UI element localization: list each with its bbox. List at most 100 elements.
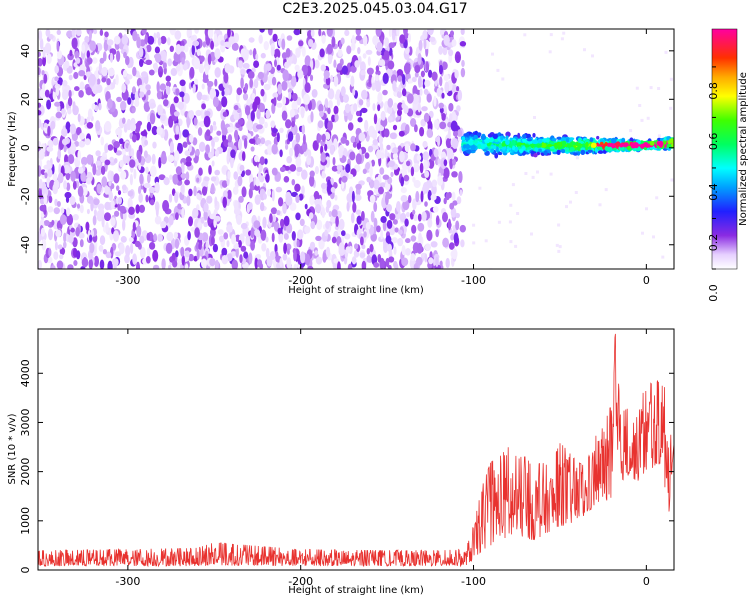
colorbar-tick-label: 0.0 [707, 284, 720, 302]
spectrogram-cell [236, 87, 243, 96]
spectrogram-cell [192, 207, 199, 219]
spectrogram-cell [156, 126, 163, 136]
spectrogram-cell [163, 99, 169, 107]
spectrogram-cell [361, 89, 368, 100]
spectrogram-cell [110, 200, 115, 210]
spectrogram-cell [179, 45, 186, 52]
spectrogram-cell [210, 124, 213, 134]
spectrogram-cell [276, 102, 283, 108]
spectrogram-cell [239, 164, 245, 172]
spectrogram-cell [441, 112, 446, 121]
spectrogram-cell [375, 122, 380, 133]
spectrogram-cell [210, 40, 215, 50]
spectrogram-cell [516, 212, 520, 215]
spectrogram-cell [420, 190, 424, 203]
spectrogram-cell [355, 183, 362, 190]
spectrogram-cell [180, 246, 185, 257]
spectrogram-cell [356, 141, 362, 150]
spectrogram-cell [289, 108, 295, 118]
spectrogram-cell [87, 108, 93, 120]
spectrogram-cell [61, 89, 69, 101]
spectrogram-cell [248, 187, 253, 199]
spectrogram-cell [272, 92, 279, 99]
spectrogram-cell [325, 220, 330, 230]
snr-y-axis-title: SNR (10 * v/v) [7, 413, 18, 484]
spectrogram-cell [523, 33, 527, 37]
spectrogram-cell [344, 29, 350, 37]
spectrogram-cell [285, 195, 293, 206]
spectrogram-cell [249, 138, 256, 144]
spectrogram-signal-cell [470, 133, 475, 137]
spectrogram-cell [224, 63, 231, 74]
spectrogram-cell [188, 110, 195, 120]
spectrogram-cell [155, 205, 159, 217]
spectrogram-cell [352, 88, 356, 96]
spectrogram-cell [230, 156, 234, 169]
spectrogram-cell [139, 246, 146, 259]
spectrogram-cell [276, 210, 281, 216]
spectrogram-signal-cell [610, 137, 617, 144]
spectrogram-signal-cell [461, 136, 466, 141]
spectrogram-cell [86, 154, 93, 165]
spectrogram-cell [138, 186, 142, 195]
spectrogram-cell [255, 124, 263, 130]
spectrogram-cell [385, 193, 389, 206]
spectrogram-cell [439, 260, 443, 267]
spectrogram-signal-cell [492, 145, 497, 150]
spectrogram-cell [240, 245, 247, 252]
spectrogram-cell [450, 207, 457, 218]
spectrogram-cell [405, 238, 411, 244]
spectrogram-cell [439, 121, 447, 130]
spectrogram-signal-cell [505, 139, 510, 145]
spectrogram-cell [110, 217, 116, 227]
spectrogram-cell [80, 171, 86, 182]
spectrogram-cell [304, 55, 311, 67]
spectrogram-cell [338, 242, 345, 254]
spectrogram-cell [113, 263, 117, 269]
spectrogram-cell [366, 99, 371, 108]
spectrogram-cell [124, 79, 130, 85]
spectrogram-cell [459, 224, 466, 233]
spectrogram-cell [238, 195, 244, 203]
spectrogram-cell [55, 229, 62, 238]
spectrogram-cell [95, 120, 101, 132]
spectrogram-cell [147, 35, 155, 45]
spectrogram-cell [126, 74, 133, 80]
spectrogram-cell [334, 194, 338, 201]
spectrogram-cell [370, 210, 375, 223]
spectrogram-cell [395, 263, 399, 269]
spectrogram-cell [364, 119, 369, 132]
spectrogram-cell [291, 101, 298, 111]
spectrogram-cell [341, 175, 348, 183]
spectrogram-cell [321, 170, 325, 179]
spectrogram-cell [242, 93, 249, 101]
spectrogram-cell [360, 236, 364, 246]
spectrogram-cell [154, 181, 160, 194]
spectrogram-cell [116, 50, 121, 62]
spectrogram-cell [295, 212, 301, 221]
spectrogram-signal-cell [538, 143, 543, 147]
spectrogram-cell [41, 181, 47, 194]
spectrogram-signal-cell [554, 144, 558, 149]
spectrogram-cell [375, 70, 381, 76]
spectrogram-cell [404, 143, 410, 153]
spectrogram-cell [265, 63, 272, 72]
spectrogram-cell [41, 83, 46, 91]
spectrogram-cell [160, 114, 166, 122]
spectrogram-cell [450, 120, 458, 132]
snr-series-line [38, 333, 674, 568]
spectrogram-cell [323, 70, 330, 79]
spectrogram-cell [172, 173, 179, 185]
spectrogram-cell [321, 133, 326, 142]
spectrogram-cell [442, 212, 448, 223]
spectrogram-cell [52, 137, 59, 146]
spectrogram-cell [425, 61, 430, 72]
spectrogram-cell [148, 69, 155, 76]
spectrogram-cell [361, 260, 367, 269]
spectrogram-cell [285, 119, 292, 129]
spectrogram-cell [375, 29, 382, 37]
spectrogram-cell [223, 72, 229, 84]
spectrogram-cell [422, 78, 426, 89]
spectrogram-cell [38, 141, 41, 147]
spectrogram-cell [184, 250, 190, 258]
